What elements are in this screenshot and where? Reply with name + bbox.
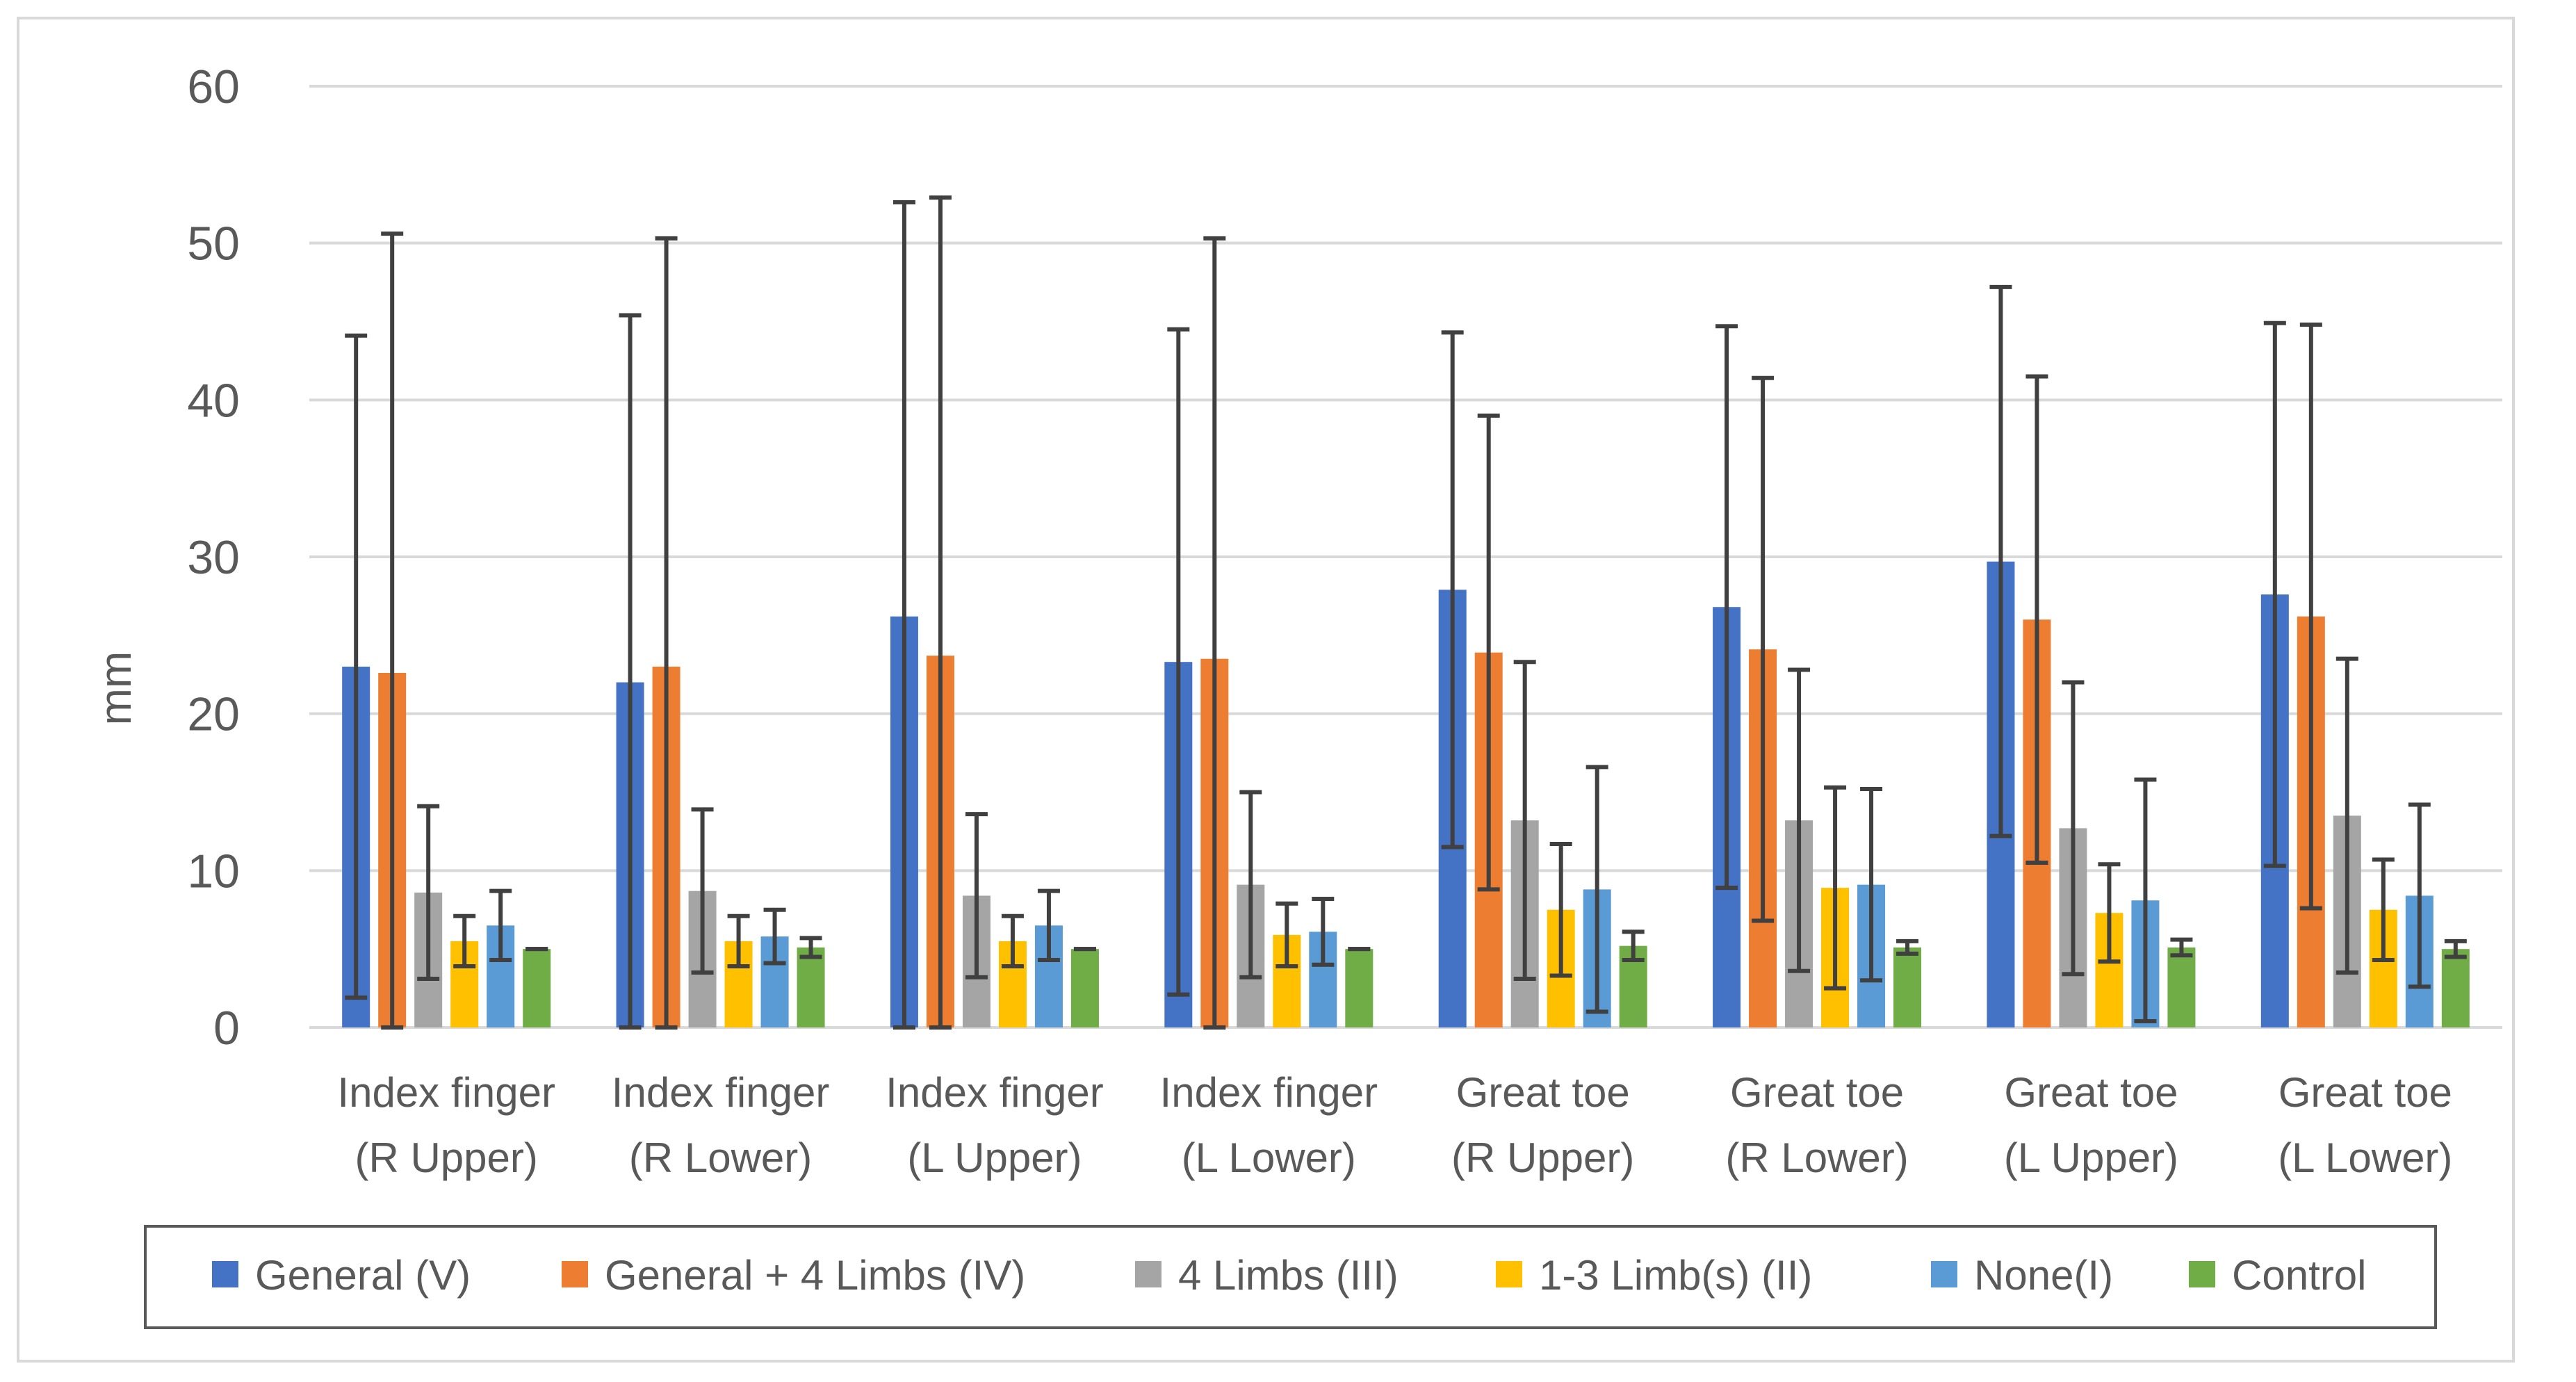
x-category-label: (R Lower) — [1725, 1135, 1908, 1181]
x-category-label: Great toe — [2279, 1069, 2452, 1116]
x-category-label: Index finger — [337, 1069, 555, 1116]
legend-box — [144, 1225, 2437, 1329]
error-bar — [2299, 323, 2322, 911]
error-bar — [1622, 929, 1645, 962]
bar — [2167, 947, 2196, 1027]
error-bar — [2408, 802, 2431, 989]
error-bar — [1239, 790, 1262, 979]
error-bar — [1585, 765, 1608, 1014]
error-bar — [2025, 374, 2048, 865]
error-bar — [763, 907, 786, 966]
bar — [797, 947, 825, 1027]
x-category-label: Great toe — [2004, 1069, 2178, 1116]
x-category-label: (L Upper) — [907, 1135, 1082, 1181]
error-bar — [2263, 320, 2286, 868]
y-tick-label: 20 — [187, 688, 240, 741]
error-bar — [929, 195, 952, 1030]
legend-label: General (V) — [255, 1252, 471, 1299]
error-bar — [453, 913, 476, 968]
error-bar — [381, 231, 404, 1030]
legend-label: General + 4 Limbs (IV) — [605, 1252, 1025, 1299]
error-bar — [345, 333, 368, 1000]
bar — [1893, 947, 1922, 1027]
legend-swatch — [2189, 1261, 2215, 1287]
error-bar — [965, 812, 988, 979]
error-bar — [1441, 330, 1464, 849]
x-category-label: (L Lower) — [2278, 1135, 2452, 1181]
error-bar — [1037, 888, 1060, 962]
legend-label: 4 Limbs (III) — [1178, 1252, 1399, 1299]
x-category-label: Great toe — [1456, 1069, 1630, 1116]
y-tick-label: 30 — [187, 531, 240, 584]
error-bar — [2170, 937, 2193, 958]
error-bar — [2335, 656, 2358, 975]
x-axis-categories: Index finger (R Upper) Index finger (R Lowe… — [337, 1069, 2452, 1181]
legend-swatch — [1931, 1261, 1957, 1287]
y-tick-label: 50 — [187, 218, 240, 270]
error-bar — [2134, 777, 2157, 1023]
error-bar — [727, 913, 750, 968]
legend-label: None(I) — [1974, 1252, 2113, 1299]
y-tick-label: 10 — [187, 845, 240, 897]
error-bar — [655, 236, 678, 1030]
error-bar — [2444, 938, 2467, 959]
error-bars — [345, 195, 2467, 1030]
x-category-label: Index finger — [1160, 1069, 1378, 1116]
bar — [1345, 949, 1373, 1027]
error-bar — [1715, 324, 1738, 891]
error-bar — [1752, 375, 1775, 923]
x-category-label: (R Lower) — [629, 1135, 812, 1181]
y-tick-label: 0 — [213, 1002, 240, 1055]
chart-frame — [17, 17, 2515, 1363]
legend-label: Control — [2232, 1252, 2366, 1299]
error-bar — [1513, 660, 1536, 982]
error-bar — [1001, 913, 1024, 968]
error-bar — [799, 936, 822, 959]
error-bar — [892, 200, 915, 1030]
error-bar — [691, 807, 714, 975]
x-category-label: Great toe — [1730, 1069, 1904, 1116]
error-bar — [2098, 862, 2121, 964]
legend-label: 1-3 Limb(s) (II) — [1539, 1252, 1812, 1299]
x-category-label: (L Lower) — [1182, 1135, 1356, 1181]
error-bar — [1549, 841, 1572, 978]
x-category-label: (L Upper) — [2004, 1135, 2178, 1181]
legend-swatch — [212, 1261, 238, 1287]
bar — [1070, 949, 1099, 1027]
error-bar — [1860, 786, 1883, 983]
legend-swatch — [1135, 1261, 1161, 1287]
legend: General (V) General + 4 Limbs (IV) 4 Limbs… — [144, 1225, 2437, 1329]
x-category-label: Index finger — [612, 1069, 830, 1116]
y-tick-label: 40 — [187, 374, 240, 427]
x-category-label: (R Upper) — [354, 1135, 537, 1181]
error-bar — [2372, 857, 2395, 962]
bars — [342, 561, 2470, 1027]
bar — [2441, 949, 2470, 1027]
error-bar — [1203, 236, 1226, 1030]
error-bar — [1312, 896, 1335, 967]
error-bar — [1167, 327, 1190, 997]
error-bar — [1896, 938, 1919, 956]
x-category-label: (R Upper) — [1451, 1135, 1634, 1181]
error-bar — [1275, 901, 1298, 968]
y-axis-title: mm — [90, 651, 140, 726]
error-bar — [1788, 667, 1811, 973]
error-bar — [1989, 284, 2012, 838]
y-tick-label: 60 — [187, 60, 240, 113]
error-bar — [2062, 680, 2085, 977]
error-bar — [489, 888, 512, 962]
error-bar — [417, 804, 440, 982]
x-category-label: Index finger — [886, 1069, 1104, 1116]
bar — [523, 949, 551, 1027]
y-axis-ticks: 0 10 20 30 40 50 60 — [187, 60, 240, 1055]
error-bar — [1824, 785, 1847, 991]
legend-swatch — [1496, 1261, 1522, 1287]
error-bar — [1477, 413, 1500, 892]
error-bar — [619, 313, 642, 1030]
legend-swatch — [562, 1261, 588, 1287]
